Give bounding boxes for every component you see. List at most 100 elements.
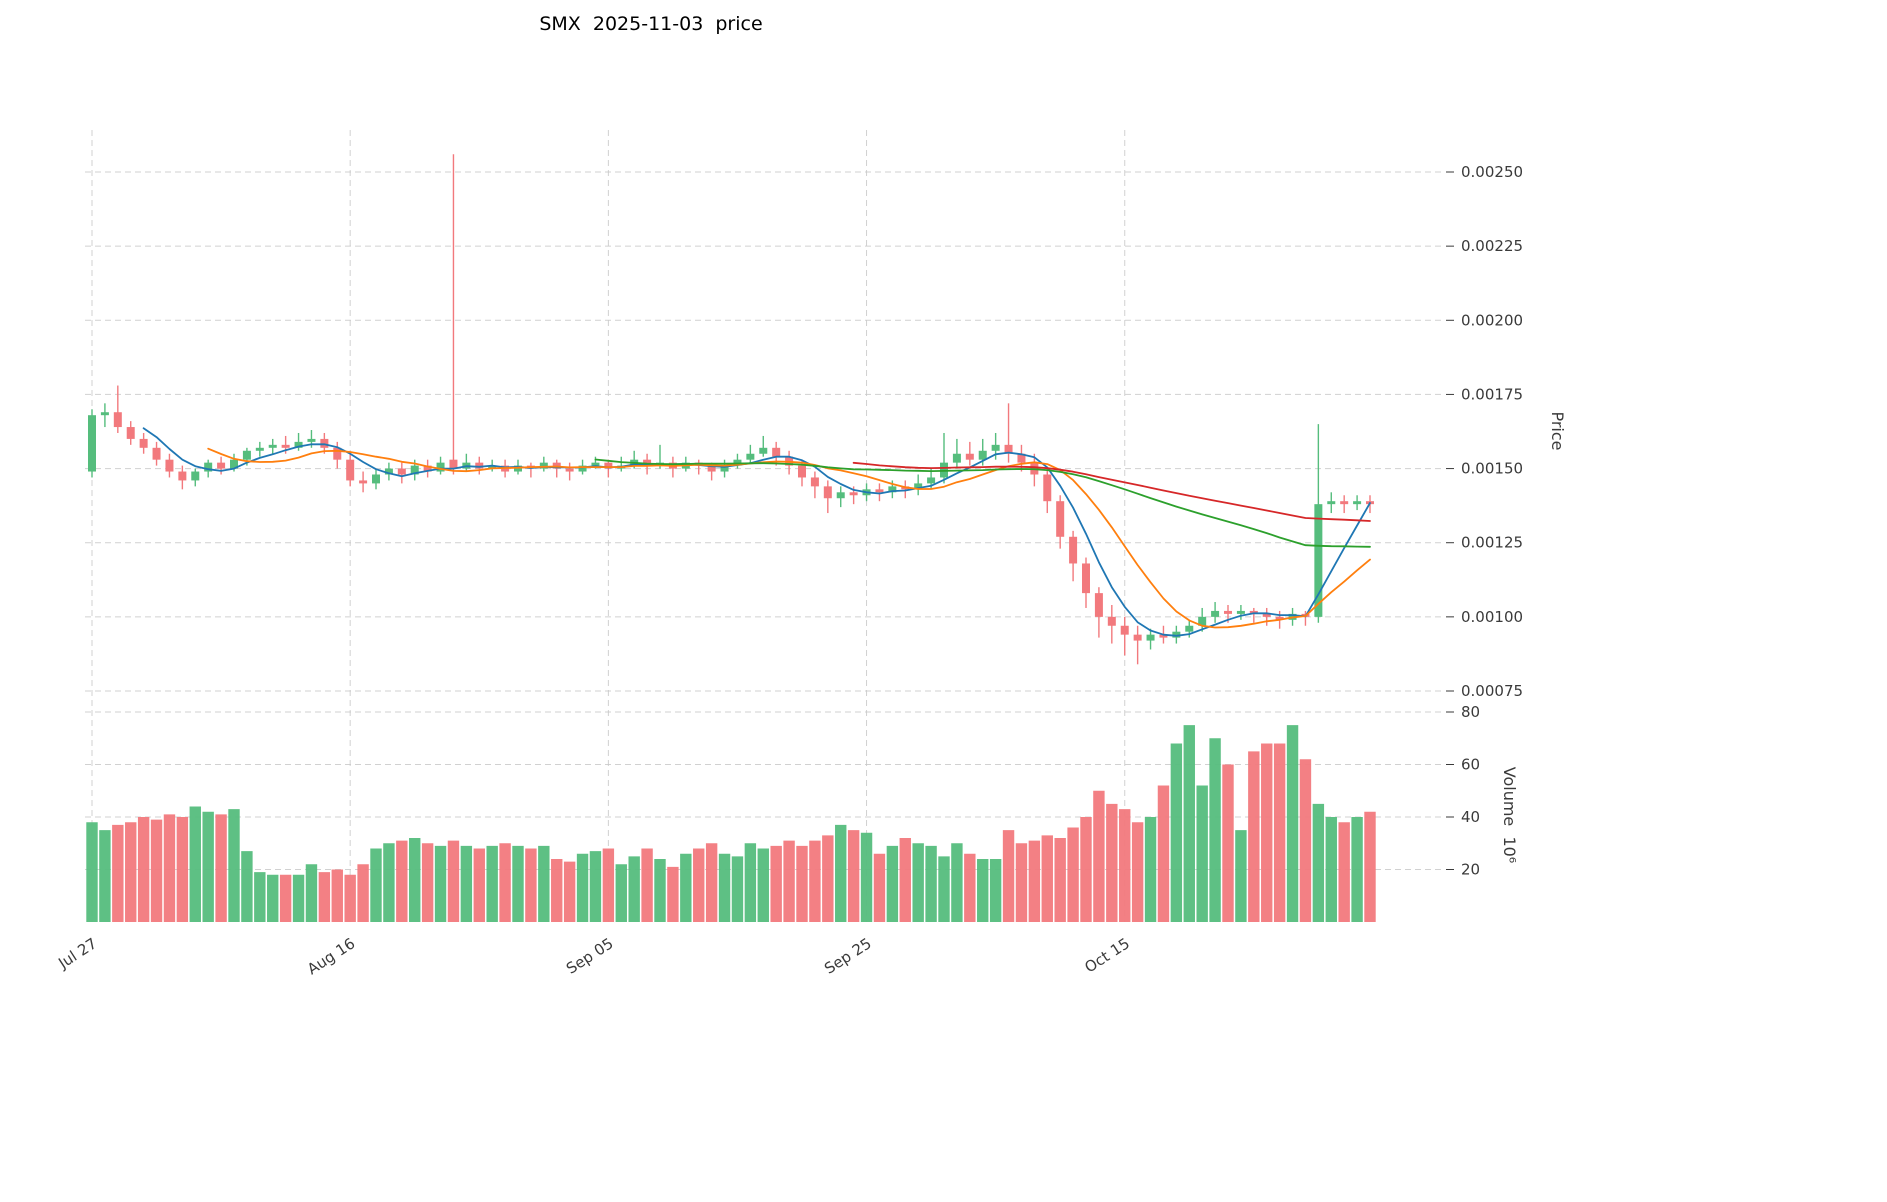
volume-bar [512, 845, 524, 922]
volume-bar [1338, 822, 1350, 922]
date-tick-labels: Jul 27 Aug 16 Sep 05 Sep 25 Oct 15 [54, 934, 1133, 978]
volume-bar [667, 866, 679, 922]
candle-body [139, 438, 148, 448]
volume-bar [215, 814, 227, 922]
candle-body [1275, 616, 1284, 620]
volume-bar [99, 830, 111, 922]
candle-body [1094, 593, 1103, 617]
volume-bar [783, 840, 795, 922]
ma-line-40 [594, 458, 1371, 548]
candle-body [978, 450, 987, 460]
price-axis-label: Price [1548, 411, 1567, 450]
candle-body [307, 438, 316, 442]
date-tick-label: Aug 16 [304, 934, 358, 978]
price-tick-label: 0.00175 [1461, 385, 1523, 403]
candle-body [294, 441, 303, 448]
volume-bar [1093, 790, 1105, 922]
volume-bar [964, 853, 976, 922]
candlesticks [88, 154, 1374, 665]
candle-body [1185, 625, 1194, 632]
gridlines [85, 130, 1443, 922]
candle-body [991, 444, 1000, 451]
candle-body [397, 468, 406, 475]
volume-bar [680, 853, 692, 922]
volume-bar [202, 811, 214, 922]
volume-bar [757, 848, 769, 922]
candle-body [281, 444, 290, 448]
volume-bar [628, 856, 640, 922]
volume-bar [912, 843, 924, 922]
candle-body [1262, 613, 1271, 617]
candle-body [1353, 501, 1362, 505]
candle-body [1211, 610, 1220, 617]
candle-body [165, 459, 174, 472]
candle-body [268, 444, 277, 448]
candle-body [100, 412, 109, 416]
volume-bar [396, 840, 408, 922]
volume-bar [615, 864, 627, 922]
candle-body [875, 489, 884, 493]
candle-body [88, 415, 96, 472]
candle-body [836, 492, 845, 499]
ma-line-5 [142, 427, 1371, 637]
volume-bar [137, 817, 150, 922]
volume-bar [1286, 725, 1299, 922]
candle-body [914, 483, 923, 490]
volume-bar [460, 845, 473, 922]
candle-body [965, 453, 974, 460]
volume-bar [1273, 743, 1286, 922]
date-tick-label: Sep 05 [563, 934, 617, 977]
volume-bar [331, 869, 343, 922]
price-tick-label: 0.00075 [1461, 682, 1523, 700]
volume-bar [796, 845, 808, 922]
candle-body [152, 447, 161, 460]
volume-bar [835, 824, 847, 922]
candle-body [1198, 616, 1207, 626]
volume-bar [344, 874, 356, 922]
volume-bar [1183, 725, 1195, 922]
candle-body [1004, 444, 1013, 454]
price-tick-label: 0.00250 [1461, 163, 1523, 181]
volume-bar [189, 806, 201, 922]
volume-bar [641, 848, 653, 922]
volume-bar [1028, 840, 1041, 922]
candle-body [178, 471, 187, 481]
volume-bar [1351, 817, 1363, 922]
candle-body [1172, 631, 1181, 638]
candle-body [1327, 501, 1336, 505]
date-tick-label: Oct 15 [1081, 934, 1133, 976]
volume-bar [318, 872, 331, 922]
candle-body [488, 465, 497, 469]
volume-bar [551, 859, 563, 922]
price-tick-label: 0.00125 [1461, 534, 1523, 552]
candle-body [126, 427, 135, 439]
volume-bar [267, 874, 279, 922]
volume-bar [1106, 803, 1118, 922]
volume-bar [1170, 743, 1183, 922]
volume-bar [1157, 785, 1170, 922]
candle-body [952, 453, 961, 463]
volume-bar [744, 843, 757, 922]
volume-bar [589, 851, 602, 922]
candle-body [746, 453, 755, 460]
volume-bar [705, 843, 718, 922]
price-tick-labels: 0.00250 0.00225 0.00200 0.00175 0.00150 0.001… [1446, 163, 1523, 700]
volume-bar [1312, 803, 1325, 922]
volume-bar [499, 843, 511, 922]
candle-body [1120, 625, 1129, 635]
volume-bar [1364, 811, 1376, 922]
price-tick-label: 0.00225 [1461, 237, 1523, 255]
volume-tick-labels: 20 40 60 80 [1446, 703, 1480, 879]
volume-bar [538, 845, 550, 922]
volume-bar [989, 859, 1002, 922]
volume-bar [1041, 835, 1053, 922]
volume-tick-label: 20 [1461, 861, 1480, 879]
candle-body [810, 477, 819, 487]
volume-bar [886, 845, 899, 922]
volume-bar [576, 853, 589, 922]
volume-bar [370, 848, 382, 922]
volume-bar [473, 848, 485, 922]
candle-body [539, 462, 548, 469]
candle-body [113, 412, 122, 428]
